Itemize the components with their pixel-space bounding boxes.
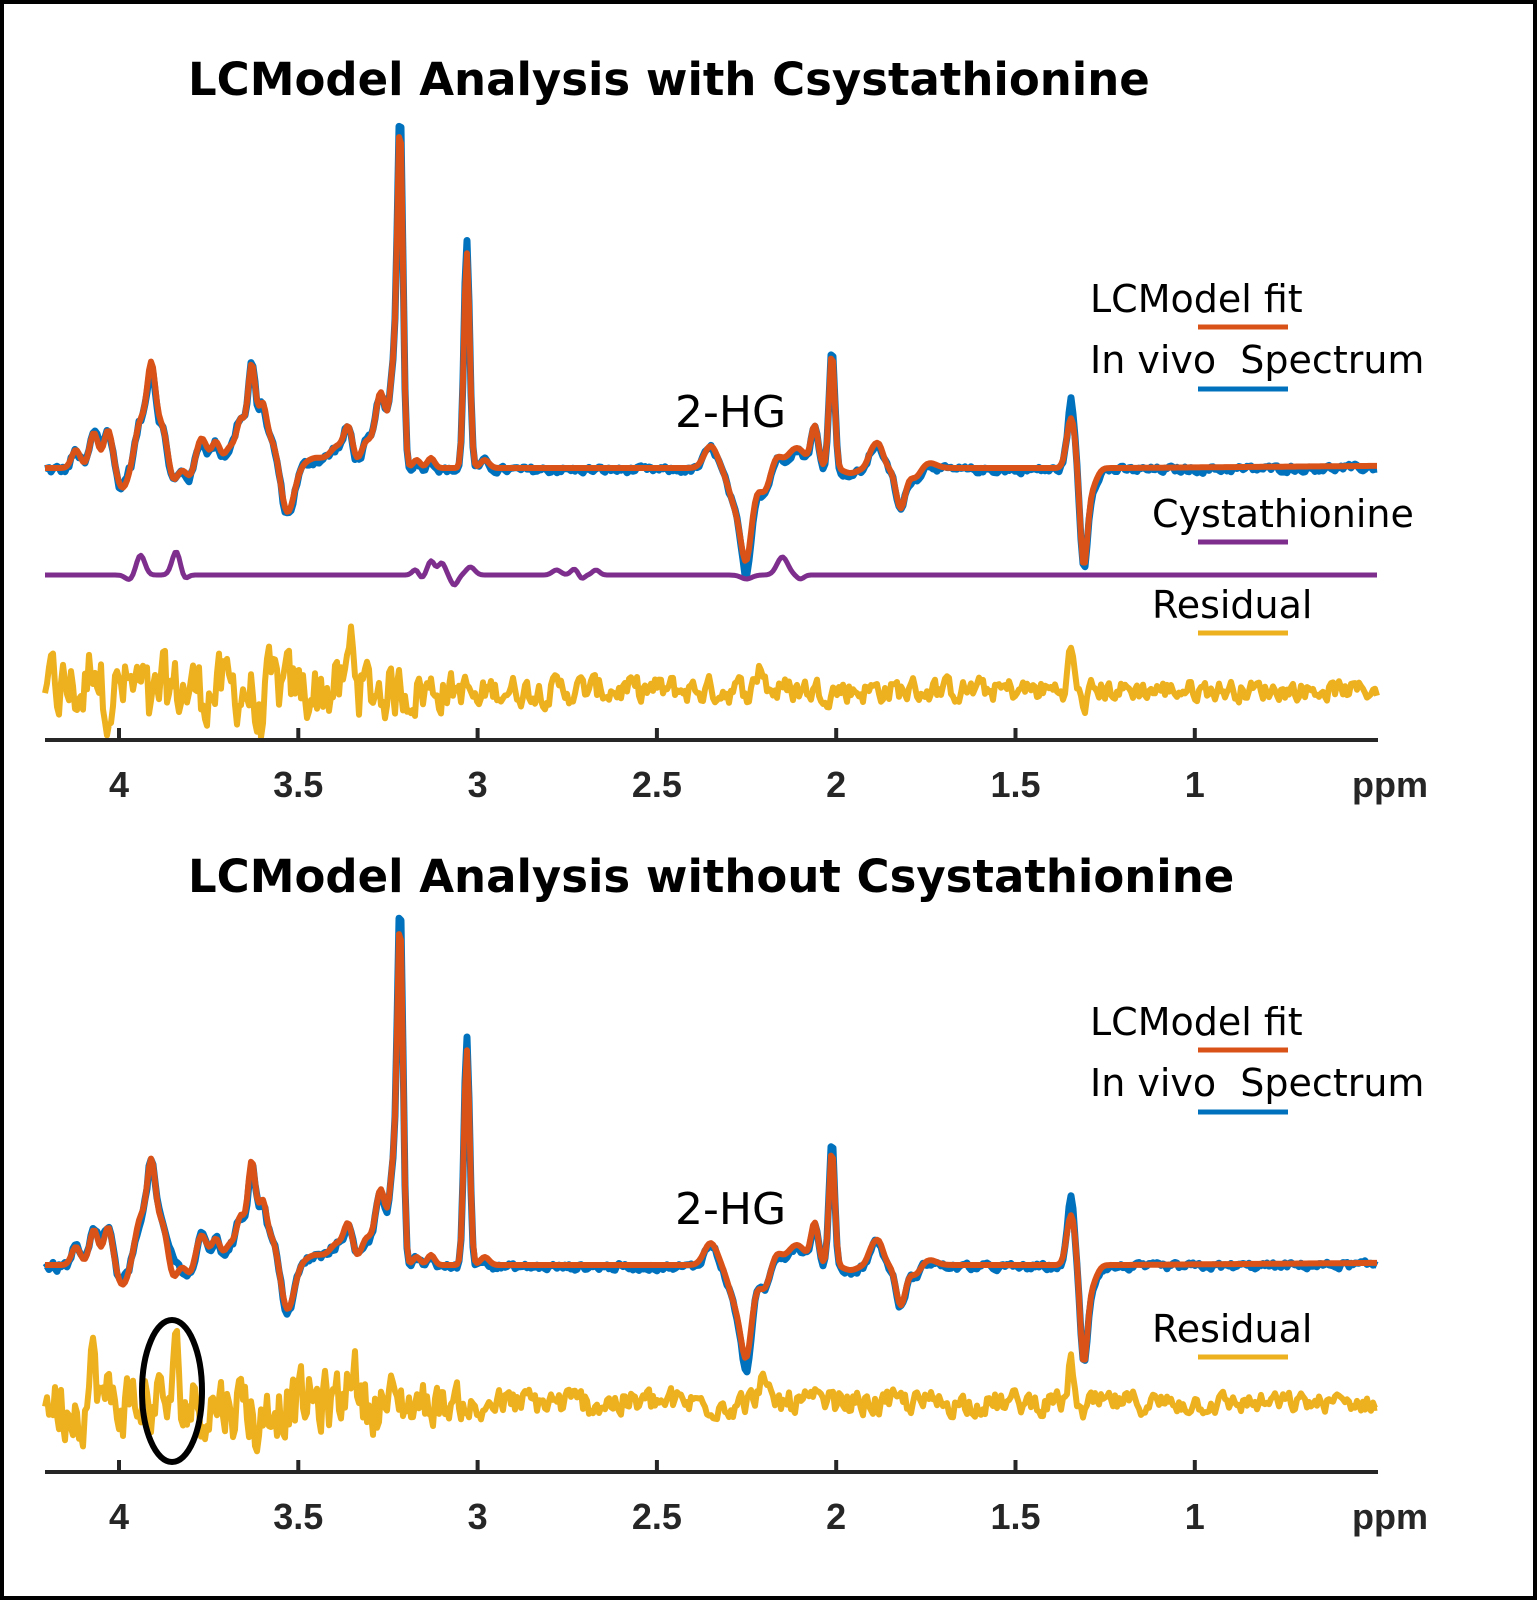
legend: LCModel fit In vivo Spectrum Residual — [1090, 1000, 1424, 1360]
panel-title: LCModel Analysis with Csystathionine — [188, 53, 1150, 106]
x-tick-label: 3 — [468, 764, 488, 805]
x-tick-label: 3 — [468, 1496, 488, 1537]
series-residual — [42, 623, 1380, 741]
x-tick-label: 1.5 — [990, 764, 1040, 805]
series-lcmodel-fit — [44, 931, 1378, 1363]
highlight-ellipse — [139, 1317, 205, 1465]
x-tick-label: 2.5 — [632, 764, 682, 805]
x-tick-label: 1 — [1185, 764, 1205, 805]
x-tick-label: 3.5 — [273, 1496, 323, 1537]
x-tick-label: 2 — [826, 1496, 846, 1537]
series-cystathionine — [44, 549, 1378, 588]
plot-area: 4 3.5 3 2.5 2 1.5 1 ppm — [42, 914, 1428, 1537]
legend-label-residual: Residual — [1152, 1307, 1312, 1351]
annotation-2hg: 2-HG — [675, 387, 786, 438]
series-lcmodel-fit — [44, 134, 1378, 566]
legend: LCModel fit In vivo Spectrum Cystathioni… — [1090, 277, 1424, 636]
annotation-2hg: 2-HG — [675, 1184, 786, 1235]
x-axis-label: ppm — [1352, 764, 1428, 805]
x-tick-label: 1 — [1185, 1496, 1205, 1537]
legend-label-in-vivo: In vivo Spectrum — [1090, 1061, 1424, 1105]
x-tick-label: 1.5 — [990, 1496, 1040, 1537]
legend-label-cystathionine: Cystathionine — [1152, 492, 1414, 536]
x-tick-label: 2.5 — [632, 1496, 682, 1537]
panel-with-cystathionine: LCModel Analysis with Csystathionine 2-H… — [42, 53, 1428, 805]
x-tick-label: 4 — [109, 1496, 129, 1537]
legend-label-fit: LCModel fit — [1090, 277, 1303, 321]
x-tick-label: 4 — [109, 764, 129, 805]
x-tick-label: 3.5 — [273, 764, 323, 805]
x-axis-label: ppm — [1352, 1496, 1428, 1537]
series-residual — [42, 1327, 1378, 1455]
x-axis: 4 3.5 3 2.5 2 1.5 1 ppm — [45, 1460, 1428, 1537]
legend-label-residual: Residual — [1152, 583, 1312, 627]
x-axis: 4 3.5 3 2.5 2 1.5 1 ppm — [45, 728, 1428, 805]
legend-label-in-vivo: In vivo Spectrum — [1090, 338, 1424, 382]
panel-without-cystathionine: LCModel Analysis without Csystathionine … — [42, 850, 1428, 1537]
legend-label-fit: LCModel fit — [1090, 1000, 1303, 1044]
x-tick-label: 2 — [826, 764, 846, 805]
panel-title: LCModel Analysis without Csystathionine — [188, 850, 1234, 903]
plot-area: 4 3.5 3 2.5 2 1.5 1 ppm — [42, 122, 1428, 805]
